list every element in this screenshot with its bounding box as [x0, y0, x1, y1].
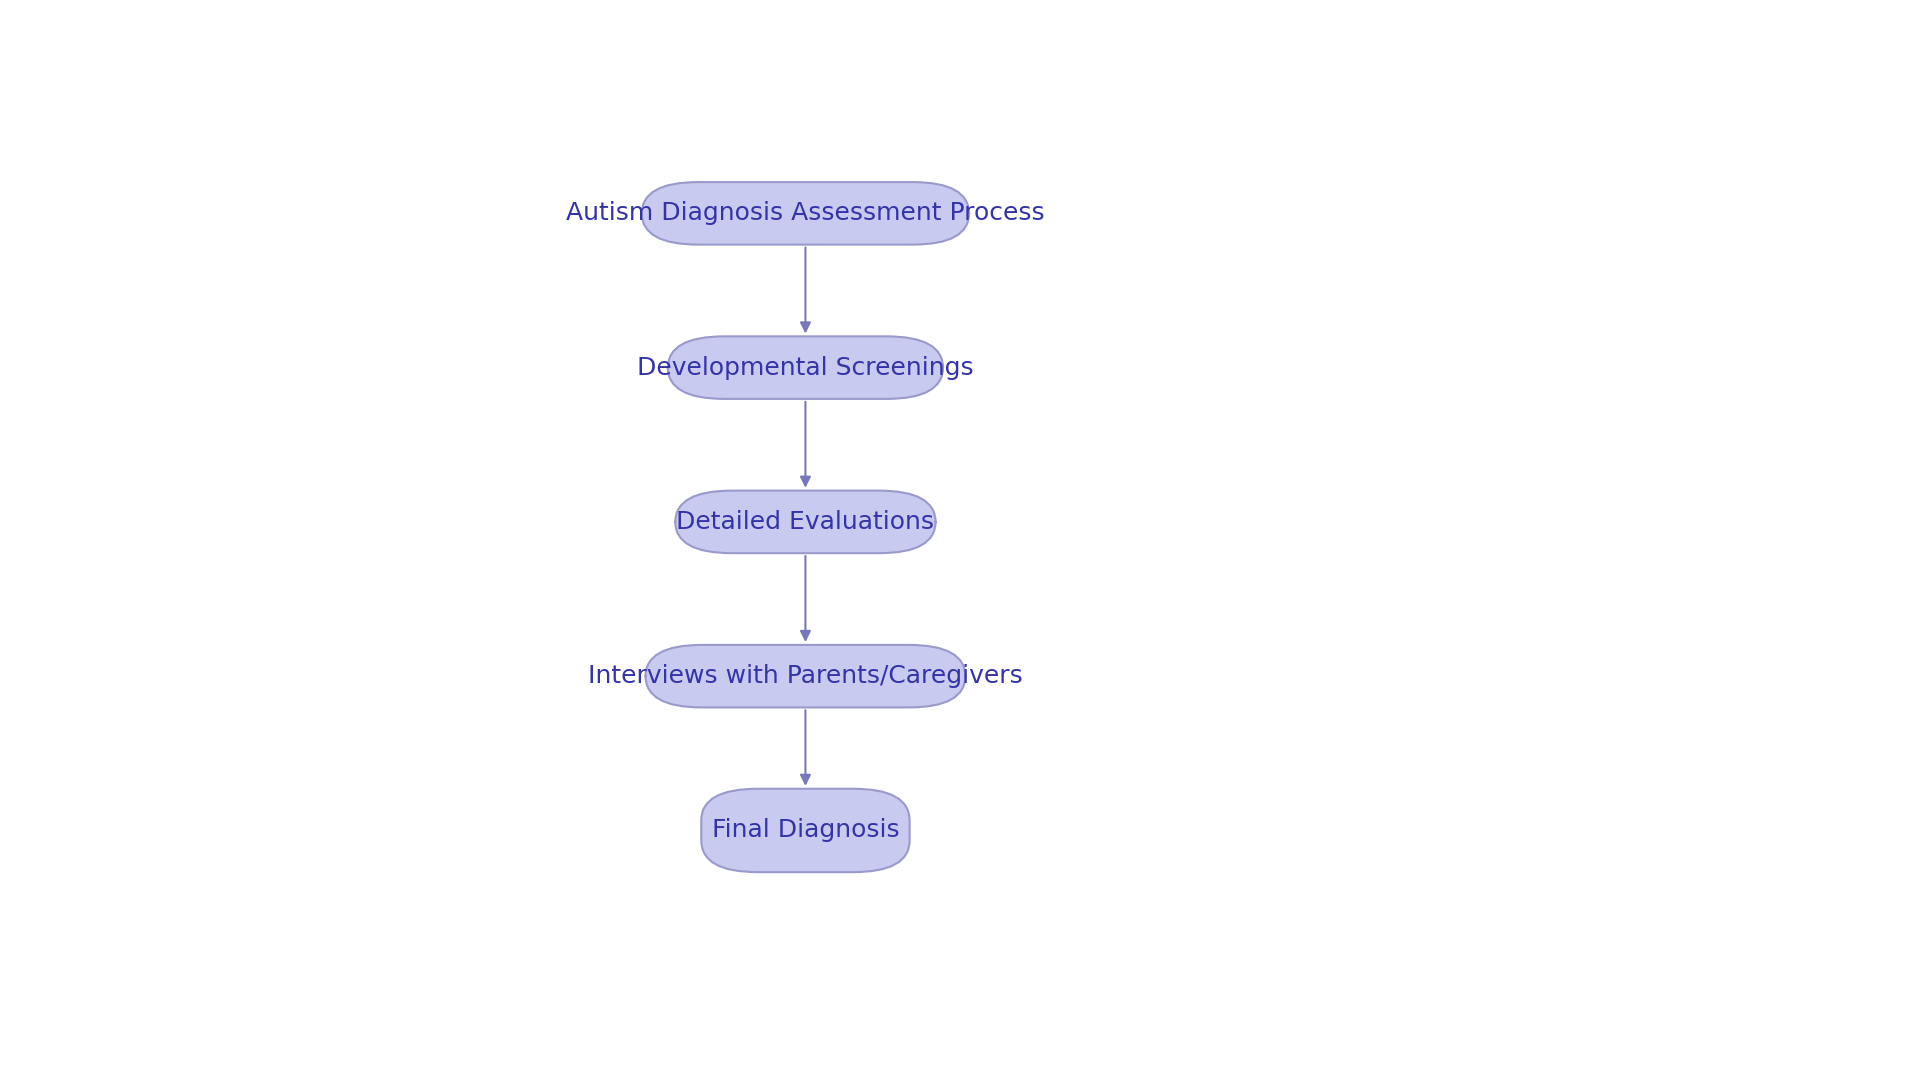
- FancyBboxPatch shape: [701, 788, 910, 872]
- FancyBboxPatch shape: [641, 182, 970, 245]
- FancyBboxPatch shape: [645, 644, 966, 707]
- FancyBboxPatch shape: [668, 337, 943, 399]
- Text: Developmental Screenings: Developmental Screenings: [637, 355, 973, 380]
- Text: Autism Diagnosis Assessment Process: Autism Diagnosis Assessment Process: [566, 201, 1044, 225]
- Text: Detailed Evaluations: Detailed Evaluations: [676, 510, 935, 534]
- Text: Final Diagnosis: Final Diagnosis: [712, 819, 899, 843]
- Text: Interviews with Parents/Caregivers: Interviews with Parents/Caregivers: [588, 664, 1023, 688]
- FancyBboxPatch shape: [676, 491, 935, 553]
